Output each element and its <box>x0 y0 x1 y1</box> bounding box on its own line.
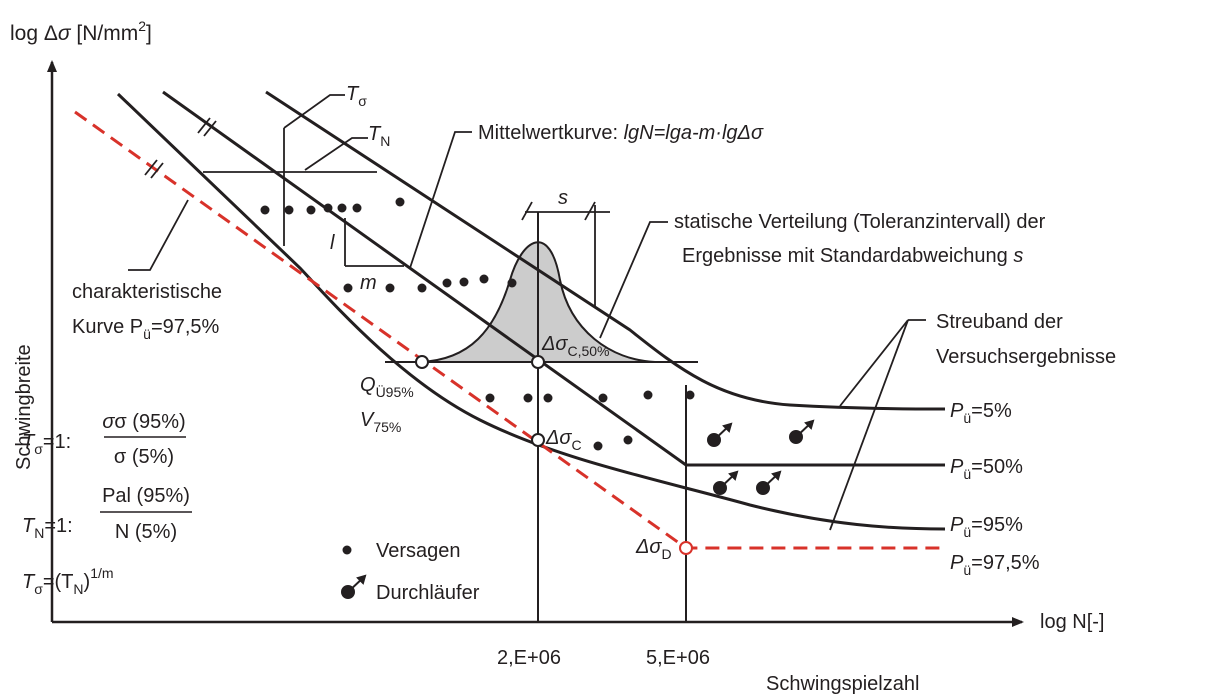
s-dimension <box>521 201 610 308</box>
runout-point <box>756 470 782 495</box>
failure-point <box>643 390 653 400</box>
y-axis-label: log Δσ [N/mm2] <box>10 18 152 45</box>
dsd-label: ΔσD <box>635 536 672 562</box>
slope-triangle <box>344 218 404 267</box>
t-sigma-label: Tσ <box>346 83 367 109</box>
dsc-label: ΔσC <box>545 427 582 453</box>
formula-t-sigma-den: σ (5%) <box>114 446 174 468</box>
streuband-leaders <box>829 319 926 531</box>
failure-point <box>395 197 405 207</box>
x-tick-5e6: 5,E+06 <box>646 647 710 669</box>
legend-versagen-marker <box>342 545 352 555</box>
marker-q95 <box>415 355 429 369</box>
char-line2: Kurve Pü=97,5% <box>72 316 220 342</box>
legend-durchlaeufer-marker <box>341 574 367 599</box>
curve-p95 <box>116 92 946 531</box>
failure-point <box>306 205 316 215</box>
marker-dsc50 <box>531 355 545 369</box>
failure-point <box>442 278 452 288</box>
q95-label: QÜ95% <box>360 374 414 400</box>
s-label: s <box>558 187 568 209</box>
y-title: Schwingbreite <box>13 344 35 470</box>
failure-point <box>343 283 353 293</box>
failure-point <box>385 283 395 293</box>
char-line1: charakteristische <box>72 281 222 303</box>
runout-point <box>707 422 733 447</box>
failure-point <box>352 203 362 213</box>
formula-t-sigma-num: σσ (95%) <box>102 411 185 433</box>
failure-point <box>260 205 270 215</box>
open-markers <box>415 355 693 555</box>
formula-t-n-den: N (5%) <box>115 521 177 543</box>
mittelwert-label: Mittelwertkurve: lgN=lga-m·lgΔσ <box>478 122 764 144</box>
formula-t-sigma-lhs: Tσ=1: <box>22 431 71 457</box>
marker-dsd <box>679 541 693 555</box>
formula-t-relation: Tσ=(TN)1/m <box>22 565 114 597</box>
failure-point <box>479 274 489 284</box>
failure-point <box>507 278 517 288</box>
percentile-p975: Pü=97,5% <box>950 552 1040 578</box>
failure-point <box>284 205 294 215</box>
x-tick-2e6: 2,E+06 <box>497 647 561 669</box>
failure-points <box>260 197 695 451</box>
mittelwert-leader <box>409 131 472 269</box>
failure-point <box>598 393 608 403</box>
failure-point <box>459 277 469 287</box>
legend-versagen: Versagen <box>376 540 461 562</box>
formula-t-n-lhs: TN=1: <box>22 515 73 541</box>
streuband-line1: Streuband der <box>936 311 1063 333</box>
failure-point <box>623 435 633 445</box>
t-n-label: TN <box>368 123 390 149</box>
x-axis-label: log N[-] <box>1040 611 1104 633</box>
runout-point <box>789 419 815 444</box>
x-title: Schwingspielzahl <box>766 673 919 695</box>
legend-durchlaeufer: Durchläufer <box>376 582 480 604</box>
percentile-p50: Pü=50% <box>950 456 1023 482</box>
failure-point <box>593 441 603 451</box>
statische-line2: Ergebnisse mit Standardabweichung s <box>682 245 1023 267</box>
formula-t-n-num: Pal (95%) <box>102 485 190 507</box>
failure-point <box>485 393 495 403</box>
runout-point <box>713 470 739 495</box>
tolerance-construction <box>203 94 377 246</box>
failure-point <box>685 390 695 400</box>
percentile-p95: Pü=95% <box>950 514 1023 540</box>
curve-p5 <box>265 90 946 411</box>
marker-dsc <box>531 433 545 447</box>
m-label: m <box>360 272 377 294</box>
failure-point <box>523 393 533 403</box>
failure-point <box>543 393 553 403</box>
statische-line1: statische Verteilung (Toleranzintervall)… <box>674 211 1046 233</box>
failure-point <box>337 203 347 213</box>
curve-p50 <box>162 90 945 467</box>
char-leader <box>128 199 189 271</box>
statische-leader <box>599 221 668 339</box>
break-marks <box>144 117 217 179</box>
failure-point <box>417 283 427 293</box>
v75-label: V75% <box>360 409 401 435</box>
percentile-p5: Pü=5% <box>950 400 1012 426</box>
failure-point <box>323 203 333 213</box>
streuband-line2: Versuchsergebnisse <box>936 346 1116 368</box>
l-label: l <box>330 232 335 254</box>
dsc50-label: ΔσC,50% <box>541 333 610 359</box>
runout-points <box>707 419 815 495</box>
